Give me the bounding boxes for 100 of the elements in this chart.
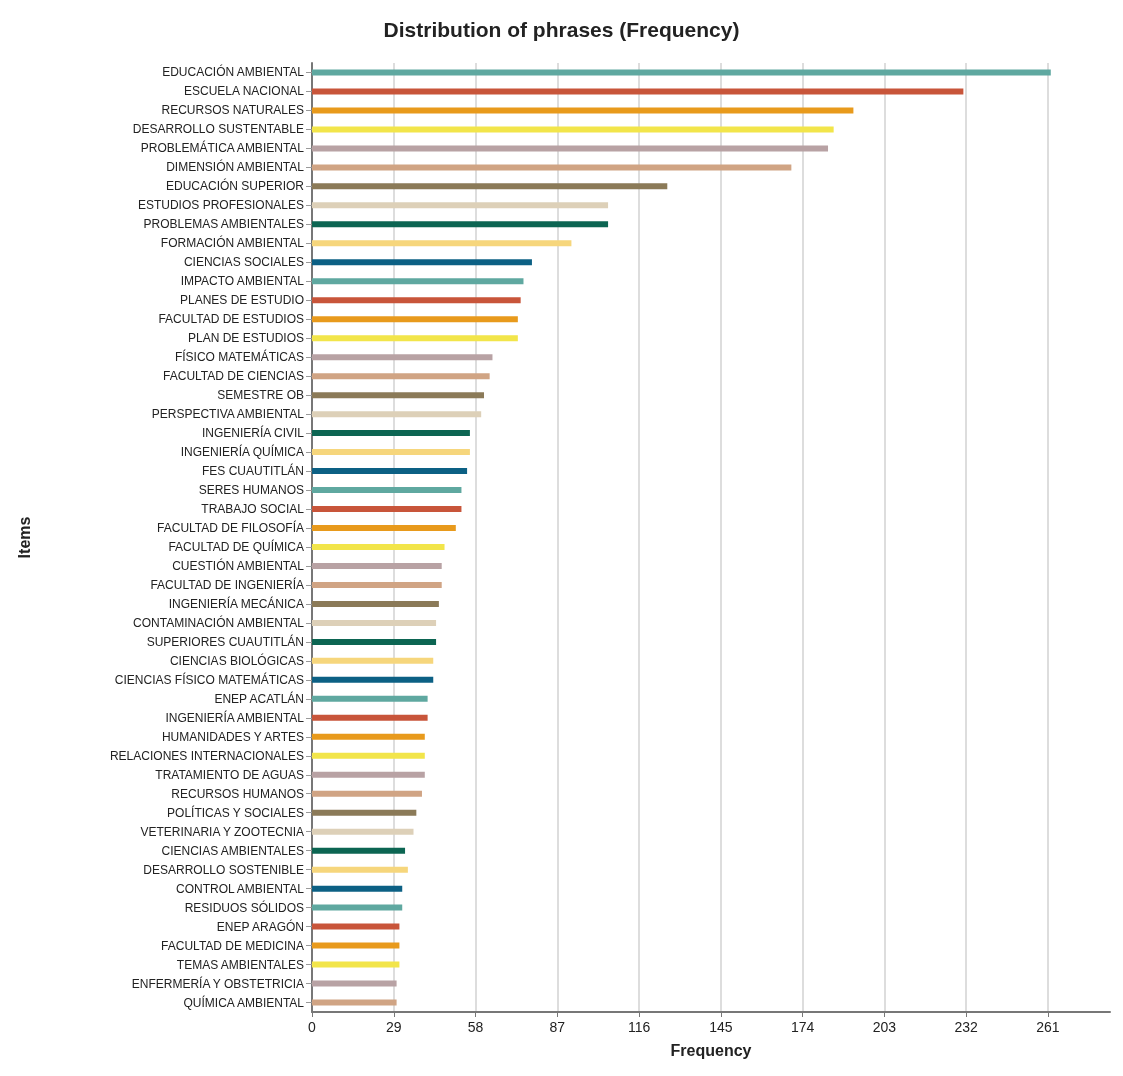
bar (312, 88, 964, 95)
y-tick-label: CUESTIÓN AMBIENTAL (172, 557, 305, 573)
x-tick-label: 87 (549, 1019, 566, 1035)
y-tick-label: EDUCACIÓN AMBIENTAL (162, 64, 305, 80)
y-axis-title: Items (15, 516, 33, 559)
bar (312, 164, 792, 171)
bar (312, 771, 425, 778)
bar (312, 202, 609, 209)
bar (312, 69, 1051, 76)
y-tick-label: FACULTAD DE MEDICINA (161, 938, 304, 953)
y-tick-label: FES CUAUTITLÁN (201, 463, 304, 479)
bar (312, 278, 524, 285)
y-tick-label: PROBLEMAS AMBIENTALES (143, 217, 304, 232)
bar (312, 335, 518, 342)
y-tick-label: FORMACIÓN AMBIENTAL (160, 235, 305, 251)
y-tick-label: TRATAMIENTO DE AGUAS (155, 767, 304, 782)
x-tick-label: 58 (467, 1019, 484, 1035)
bar (312, 619, 437, 626)
y-tick-label: ENEP ARAGÓN (216, 918, 304, 934)
bar (312, 183, 668, 190)
bar (312, 904, 403, 911)
chart-title: Distribution of phrases (Frequency) (383, 18, 740, 41)
y-tick-label: INGENIERÍA AMBIENTAL (165, 709, 305, 725)
bar (312, 525, 456, 532)
bar (312, 923, 400, 930)
bar (312, 449, 470, 456)
y-tick-label: FACULTAD DE INGENIERÍA (150, 576, 304, 592)
bar (312, 581, 442, 588)
x-tick-label: 145 (709, 1019, 733, 1035)
bar (312, 392, 485, 399)
x-tick-label: 29 (385, 1019, 402, 1035)
bar (312, 733, 425, 740)
y-tick-label: CIENCIAS AMBIENTALES (161, 843, 304, 858)
y-tick-label: CONTROL AMBIENTAL (175, 881, 305, 896)
y-tick-label: HUMANIDADES Y ARTES (161, 729, 304, 744)
bar (312, 297, 521, 304)
y-tick-label: SUPERIORES CUAUTITLÁN (146, 633, 304, 649)
y-tick-label: DESARROLLO SUSTENTABLE (132, 122, 304, 137)
y-tick-label: QUÍMICA AMBIENTAL (183, 994, 305, 1010)
bar (312, 847, 406, 854)
x-tick-label: 0 (308, 1019, 317, 1035)
bar (312, 790, 422, 797)
y-tick-label: RECURSOS HUMANOS (171, 786, 304, 801)
x-axis-title: Frequency (670, 1041, 752, 1059)
bar (312, 752, 425, 759)
y-tick-label: DESARROLLO SOSTENIBLE (143, 862, 304, 877)
bar (312, 107, 854, 114)
y-tick-label: SEMESTRE OB (217, 388, 304, 403)
y-tick-label: CONTAMINACIÓN AMBIENTAL (133, 614, 305, 630)
x-tick-label: 174 (790, 1019, 815, 1035)
bar (312, 543, 445, 550)
x-tick-label: 261 (1036, 1019, 1060, 1035)
bar (312, 695, 428, 702)
bar (312, 468, 468, 475)
y-tick-label: FACULTAD DE CIENCIAS (163, 369, 304, 384)
bar (312, 809, 417, 816)
bar (312, 316, 518, 323)
y-tick-label: ESTUDIOS PROFESIONALES (137, 198, 304, 213)
y-tick-label: VETERINARIA Y ZOOTECNIA (140, 824, 304, 839)
bar (312, 676, 434, 683)
bar (312, 999, 397, 1006)
x-tick-label: 203 (872, 1019, 897, 1035)
bar (312, 487, 462, 494)
y-tick-label: INGENIERÍA QUÍMICA (180, 444, 304, 460)
y-tick-label: FACULTAD DE ESTUDIOS (158, 312, 304, 327)
bar (312, 240, 572, 247)
y-tick-label: RESIDUOS SÓLIDOS (184, 899, 304, 915)
bar (312, 961, 400, 968)
y-tick-label: PROBLEMÁTICA AMBIENTAL (140, 140, 305, 156)
y-tick-label: TRABAJO SOCIAL (201, 502, 305, 517)
y-tick-label: FACULTAD DE FILOSOFÍA (157, 520, 304, 536)
y-tick-label: IMPACTO AMBIENTAL (180, 274, 305, 289)
bar (312, 221, 609, 228)
y-tick-label: FACULTAD DE QUÍMICA (168, 538, 304, 554)
y-tick-label: CIENCIAS SOCIALES (183, 255, 304, 270)
bar (312, 373, 490, 380)
y-tick-label: ESCUELA NACIONAL (183, 84, 305, 99)
y-tick-label: CIENCIAS BIOLÓGICAS (169, 652, 304, 668)
bar (312, 980, 397, 987)
y-tick-label: INGENIERÍA MECÁNICA (168, 595, 304, 611)
bar (312, 411, 482, 418)
y-tick-label: SERES HUMANOS (198, 483, 304, 498)
bar (312, 126, 834, 133)
bar (312, 600, 439, 607)
y-tick-label: FÍSICO MATEMÁTICAS (174, 349, 304, 365)
bar (312, 828, 414, 835)
bar (312, 714, 428, 721)
y-tick-label: ENEP ACATLÁN (214, 690, 304, 706)
bar (312, 354, 493, 361)
bar (312, 885, 403, 892)
y-tick-label: ENFERMERÍA Y OBSTETRICIA (131, 975, 304, 991)
y-tick-label: POLÍTICAS Y SOCIALES (167, 804, 304, 820)
y-tick-label: PERSPECTIVA AMBIENTAL (151, 407, 305, 422)
y-tick-label: CIENCIAS FÍSICO MATEMÁTICAS (114, 671, 304, 687)
y-tick-label: TEMAS AMBIENTALES (176, 957, 304, 972)
y-tick-label: DIMENSIÓN AMBIENTAL (166, 159, 305, 175)
y-tick-label: RECURSOS NATURALES (161, 103, 304, 118)
bar (312, 259, 532, 266)
bar (312, 942, 400, 949)
x-tick-label: 116 (627, 1019, 651, 1035)
